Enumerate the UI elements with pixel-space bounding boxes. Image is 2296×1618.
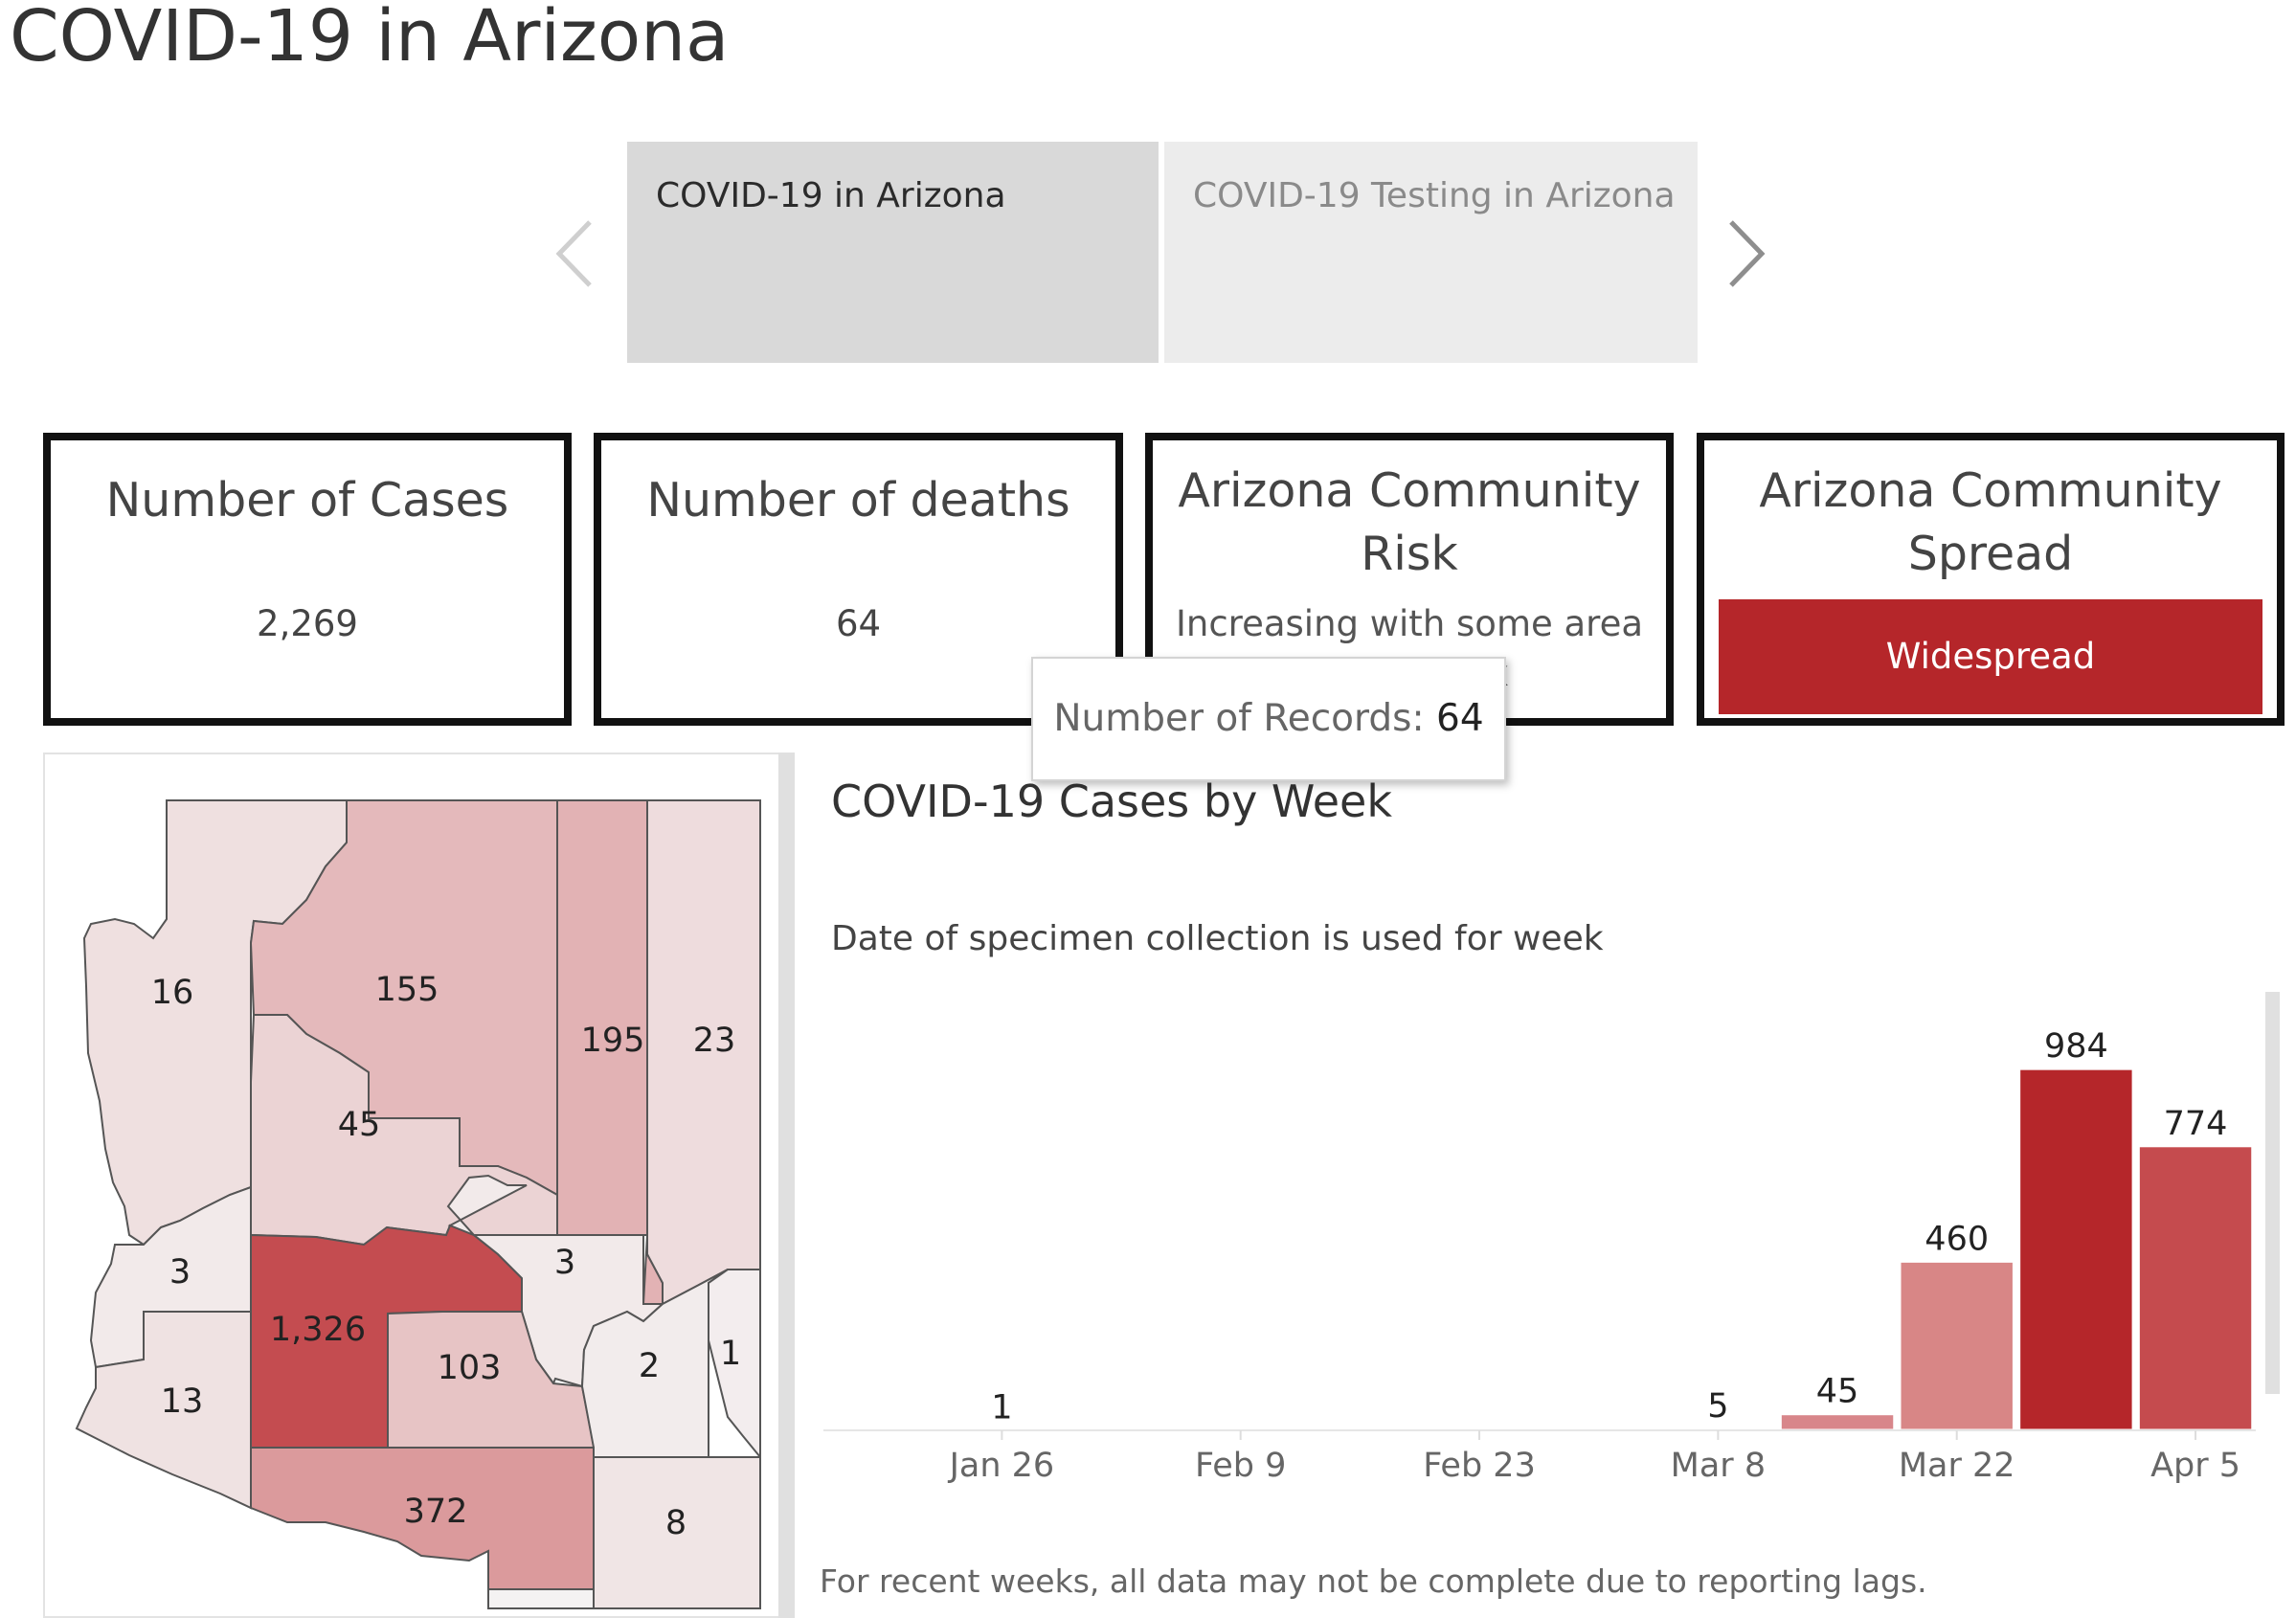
tab-label: COVID-19 in Arizona [656,176,1006,215]
spread-status-badge: Widespread [1719,599,2262,714]
x-tick-label-mar-22: Mar 22 [1899,1447,2015,1485]
tooltip-label: Number of Records: [1053,697,1425,740]
deaths-card[interactable]: Number of deaths 64 [594,433,1123,726]
bar-mar-8[interactable] [1659,1427,1777,1432]
chart-footnote: For recent weeks, all data may not be co… [820,1562,1927,1600]
deaths-card-value: 64 [835,603,882,644]
x-tick-label-feb-9: Feb 9 [1195,1447,1286,1485]
spread-card[interactable]: Arizona Community Spread Widespread [1697,433,2285,726]
county-cochise[interactable] [593,1456,761,1609]
bar-label-mar-15: 45 [1816,1373,1859,1411]
cases-card-title: Number of Cases [105,473,509,528]
bar-mar-15[interactable] [1778,1412,1897,1432]
page-title: COVID-19 in Arizona [10,0,730,78]
risk-card-title: Arizona Community Risk [1178,463,1641,581]
bar-label-jan-26: 1 [991,1389,1012,1427]
x-tick-label-jan-26: Jan 26 [948,1447,1055,1485]
county-apache[interactable] [646,799,761,1306]
x-tick-label-feb-23: Feb 23 [1423,1447,1536,1485]
records-tooltip: Number of Records: 64 [1031,657,1506,781]
chart-subtitle: Date of specimen collection is used for … [831,919,1604,958]
county-gila[interactable] [446,1174,665,1388]
county-yuma[interactable] [75,1311,252,1510]
tab-covid-testing[interactable]: COVID-19 Testing in Arizona [1164,142,1698,363]
bar-label-mar-8: 5 [1707,1387,1728,1426]
bar-mar-29[interactable] [2017,1067,2135,1432]
x-tick-label-mar-8: Mar 8 [1671,1447,1766,1485]
bar-label-mar-22: 460 [1925,1220,1989,1258]
county-pima[interactable] [250,1447,595,1590]
chevron-left-icon[interactable] [551,211,605,297]
chart-scrollbar[interactable] [2265,992,2280,1394]
tab-covid-in-arizona[interactable]: COVID-19 in Arizona [627,142,1159,363]
chart-title: COVID-19 Cases by Week [831,775,1392,827]
cases-card[interactable]: Number of Cases 2,269 [43,433,572,726]
county-greenlee[interactable] [708,1269,761,1460]
x-tick-label-apr-5: Apr 5 [2150,1447,2240,1485]
chevron-right-icon[interactable] [1718,211,1771,297]
spread-card-title: Arizona Community Spread [1759,463,2222,581]
bar-label-apr-5: 774 [2164,1105,2228,1143]
tooltip-value: 64 [1436,697,1484,740]
bar-mar-22[interactable] [1898,1259,2015,1432]
bar-label-mar-29: 984 [2044,1027,2108,1066]
county-santa-cruz[interactable] [487,1551,595,1609]
bar-apr-5[interactable] [2136,1144,2255,1432]
tab-label: COVID-19 Testing in Arizona [1193,176,1676,215]
cases-card-value: 2,269 [257,603,358,644]
deaths-card-title: Number of deaths [646,473,1070,528]
map-scrollbar[interactable] [778,753,795,1618]
